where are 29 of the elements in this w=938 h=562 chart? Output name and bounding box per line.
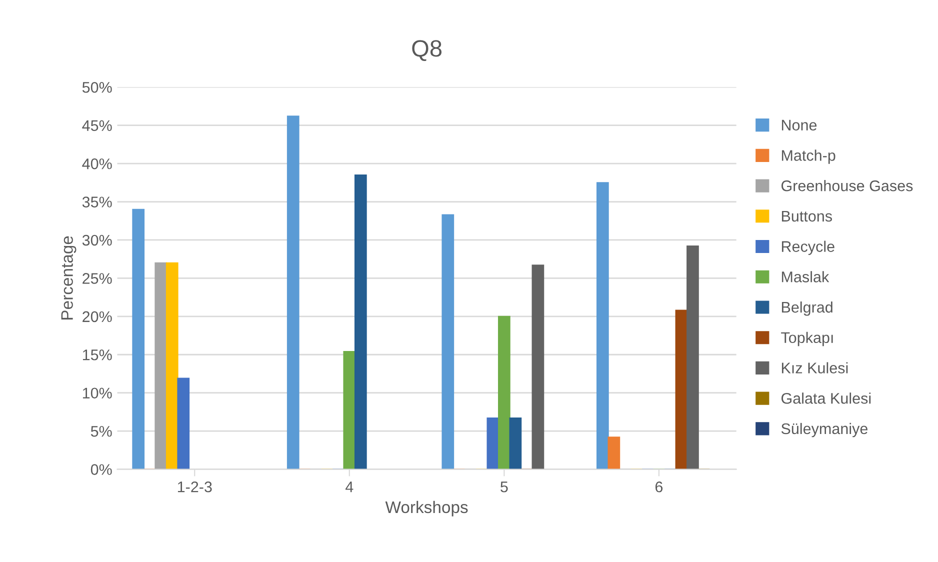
legend-label: Belgrad — [782, 301, 832, 316]
legend-label: Maslak — [782, 271, 830, 282]
y-axis-title: Percentage — [61, 236, 76, 320]
x-tick-label: 6 — [655, 481, 663, 492]
y-tick-label: 50% — [82, 82, 112, 93]
y-tick-label: 20% — [82, 311, 112, 322]
y-tick-label: 35% — [82, 196, 112, 208]
y-tick-label: 10% — [82, 388, 112, 399]
legend-label: None — [782, 120, 817, 131]
x-tick-label: 5 — [500, 482, 508, 492]
legend-label: Kız Kulesi — [782, 362, 848, 374]
legend-label: Match-p — [782, 150, 836, 164]
x-tick-label: 1-2-3 — [178, 481, 212, 492]
chart-title: Q8 — [412, 40, 442, 62]
y-tick-label: 25% — [82, 273, 112, 284]
legend-label: Greenhouse Gases — [781, 180, 913, 192]
legend-label: Buttons — [782, 210, 832, 222]
legend-label: Süleymaniye — [781, 422, 868, 438]
y-tick-label: 15% — [82, 350, 112, 360]
y-tick-label: 5% — [90, 426, 112, 437]
y-tick-label: 30% — [82, 234, 112, 246]
x-tick-label: 4 — [346, 482, 354, 492]
y-tick-label: 0% — [90, 464, 112, 475]
y-tick-label: 40% — [82, 158, 112, 170]
legend-label: Topkapı — [781, 332, 833, 346]
y-tick-label: 45% — [82, 120, 112, 132]
legend-label: Galata Kulesi — [781, 392, 871, 404]
legend-label: Recycle — [782, 240, 834, 255]
x-axis-title: Workshops — [385, 500, 468, 516]
